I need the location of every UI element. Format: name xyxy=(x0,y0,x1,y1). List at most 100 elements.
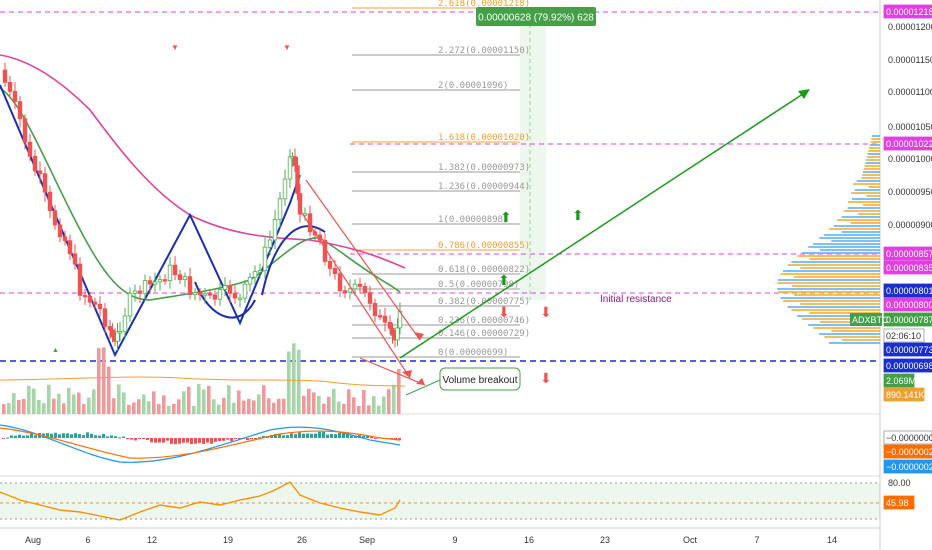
macd-histogram-bar xyxy=(162,438,165,443)
price-tag-text: −0.00000008 xyxy=(886,433,932,443)
volume-bar xyxy=(337,401,341,414)
candle-body xyxy=(242,283,248,299)
candle-body xyxy=(87,296,93,303)
volume-bar xyxy=(107,366,111,414)
volume-bar xyxy=(232,402,236,414)
time-axis-label: 12 xyxy=(147,535,157,545)
macd-histogram-bar xyxy=(278,433,281,438)
fib-label: 0.5(0.00000798) xyxy=(438,280,519,290)
volume-profile-bar xyxy=(869,147,880,149)
volume-profile-bar xyxy=(813,327,880,329)
volume-bar xyxy=(92,389,96,414)
macd-histogram-bar xyxy=(206,438,209,443)
volume-profile-bar xyxy=(837,219,880,221)
macd-histogram-bar xyxy=(30,433,33,438)
volume-bar xyxy=(342,403,346,414)
volume-profile-bar xyxy=(800,303,880,305)
macd-histogram-bar xyxy=(146,438,149,440)
volume-bar xyxy=(142,394,146,414)
volume-bar xyxy=(207,385,211,414)
price-tag-text: 0.00000787 xyxy=(886,315,932,325)
macd-histogram-bar xyxy=(6,437,9,439)
candle-body xyxy=(252,271,258,278)
macd-histogram-bar xyxy=(94,435,97,438)
price-axis-tick: 0.00001000 xyxy=(888,154,932,164)
volume-profile-bar xyxy=(841,231,880,233)
volume-bar xyxy=(157,403,161,414)
time-axis: Aug 6 12 19 26 Sep 9 16 23 Oct 7 14 xyxy=(25,535,837,545)
candle-body xyxy=(237,297,243,300)
candle-body xyxy=(390,328,395,336)
macd-histogram-bar xyxy=(90,433,93,438)
volume-bar xyxy=(127,404,131,414)
macd-histogram-bar xyxy=(310,433,313,438)
candle-body xyxy=(62,236,68,242)
volume-profile-bar xyxy=(813,243,880,245)
fib-label: 1.382(0.00000973) xyxy=(438,163,530,173)
volume-profile-bar xyxy=(831,330,880,332)
candle-body xyxy=(247,276,253,285)
volume-profile-bar xyxy=(819,237,880,239)
macd-histogram-bar xyxy=(234,438,237,439)
volume-bar xyxy=(152,391,156,414)
volume-bar xyxy=(72,394,76,414)
candle-body xyxy=(352,283,358,290)
candle-body xyxy=(137,290,143,294)
macd-histogram-bar xyxy=(166,438,169,441)
macd-histogram-bar xyxy=(262,435,265,438)
time-axis-label: Sep xyxy=(359,535,375,545)
volume-bar xyxy=(167,405,171,414)
price-tag-text: 2.069M xyxy=(886,376,916,386)
volume-bar xyxy=(222,397,226,414)
pattern-w xyxy=(0,84,301,358)
price-tag xyxy=(883,444,932,459)
candle-body xyxy=(127,292,133,317)
candle-body xyxy=(267,239,273,248)
price-tag xyxy=(883,283,932,298)
volume-profile-bar xyxy=(794,276,880,278)
macd-histogram-bar xyxy=(282,435,285,438)
volume-bar xyxy=(62,403,66,414)
svg-text:⬆: ⬆ xyxy=(572,208,584,224)
macd-histogram-bar xyxy=(78,434,81,438)
price-axis-tick: 0.00000950 xyxy=(888,187,932,197)
time-axis-label: Oct xyxy=(683,535,698,545)
price-tag xyxy=(883,136,932,151)
volume-bar xyxy=(212,399,216,414)
volume-bar xyxy=(27,385,31,414)
time-axis-label: Aug xyxy=(25,535,41,545)
candle-body xyxy=(57,224,63,238)
candle-body xyxy=(177,274,183,281)
volume-bar xyxy=(197,384,201,414)
macd-histogram-bar xyxy=(158,438,161,443)
macd-histogram-bar xyxy=(290,433,293,438)
price-axis-tick: 0.00001200 xyxy=(888,22,932,32)
macd-histogram-bar xyxy=(118,437,121,439)
volume-profile-bar xyxy=(808,246,880,248)
price-tag xyxy=(883,387,925,402)
macd-signal xyxy=(0,427,401,459)
macd-histogram-bar xyxy=(362,435,365,438)
volume-bar xyxy=(57,393,61,414)
fib-label: 1.236(0.00000944) xyxy=(438,182,530,192)
candle-body xyxy=(387,321,393,329)
macd-histogram-bar xyxy=(306,433,309,438)
macd-line xyxy=(0,424,401,463)
volume-profile-bar xyxy=(820,249,880,251)
macd-histogram-bar xyxy=(134,438,137,441)
macd-histogram-bar xyxy=(202,438,205,444)
price-tag xyxy=(883,4,932,19)
candle-body xyxy=(332,268,338,275)
time-axis-label: 14 xyxy=(827,535,837,545)
macd-histogram-bar xyxy=(182,438,185,443)
volume-bar xyxy=(172,403,176,414)
candle-body xyxy=(382,315,388,323)
candle-body xyxy=(372,302,378,317)
volume-profile-bar xyxy=(866,195,880,197)
volume-bar xyxy=(317,395,321,414)
volume-bar xyxy=(97,348,101,414)
svg-text:▲: ▲ xyxy=(52,347,59,354)
price-tag-text: 0.00001022 xyxy=(886,139,932,149)
macd-histogram-bar xyxy=(110,435,113,438)
